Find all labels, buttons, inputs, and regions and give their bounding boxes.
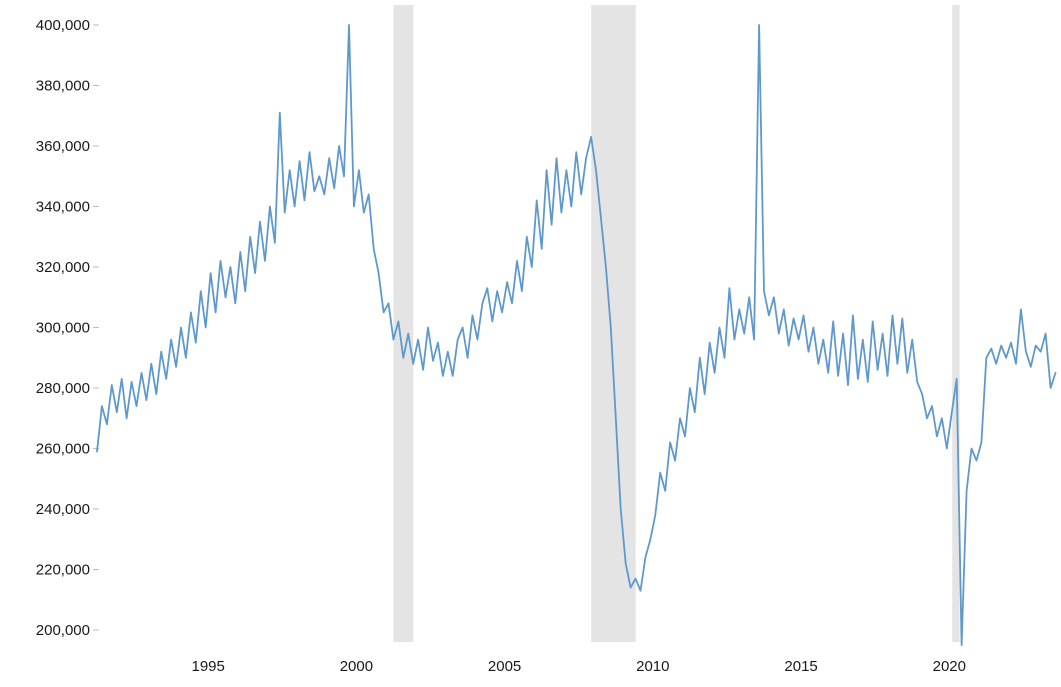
x-axis-tick-label: 2015	[784, 658, 817, 675]
y-axis-tick-label: 360,000	[36, 138, 90, 155]
x-axis-tick-label: 2005	[488, 658, 521, 675]
y-axis-tick-label: 300,000	[36, 320, 90, 337]
y-axis-tick-label: 400,000	[36, 17, 90, 34]
y-axis-tick-label: 340,000	[36, 199, 90, 216]
recession-band	[393, 5, 414, 642]
y-axis-tick-label: 260,000	[36, 441, 90, 458]
recession-band	[952, 5, 960, 642]
y-axis-tick-label: 240,000	[36, 501, 90, 518]
x-axis-tick-label: 2020	[933, 658, 966, 675]
x-axis-tick-label: 2010	[636, 658, 669, 675]
y-axis-tick-label: 280,000	[36, 380, 90, 397]
y-axis-tick-label: 220,000	[36, 562, 90, 579]
x-axis-tick-label: 2000	[340, 658, 373, 675]
y-axis-tick-label: 320,000	[36, 259, 90, 276]
y-axis-tick-label: 380,000	[36, 78, 90, 95]
x-axis-tick-label: 1995	[192, 658, 225, 675]
y-axis-tick-label: 200,000	[36, 622, 90, 639]
data-line	[96, 24, 1057, 646]
recession-band	[591, 5, 636, 642]
